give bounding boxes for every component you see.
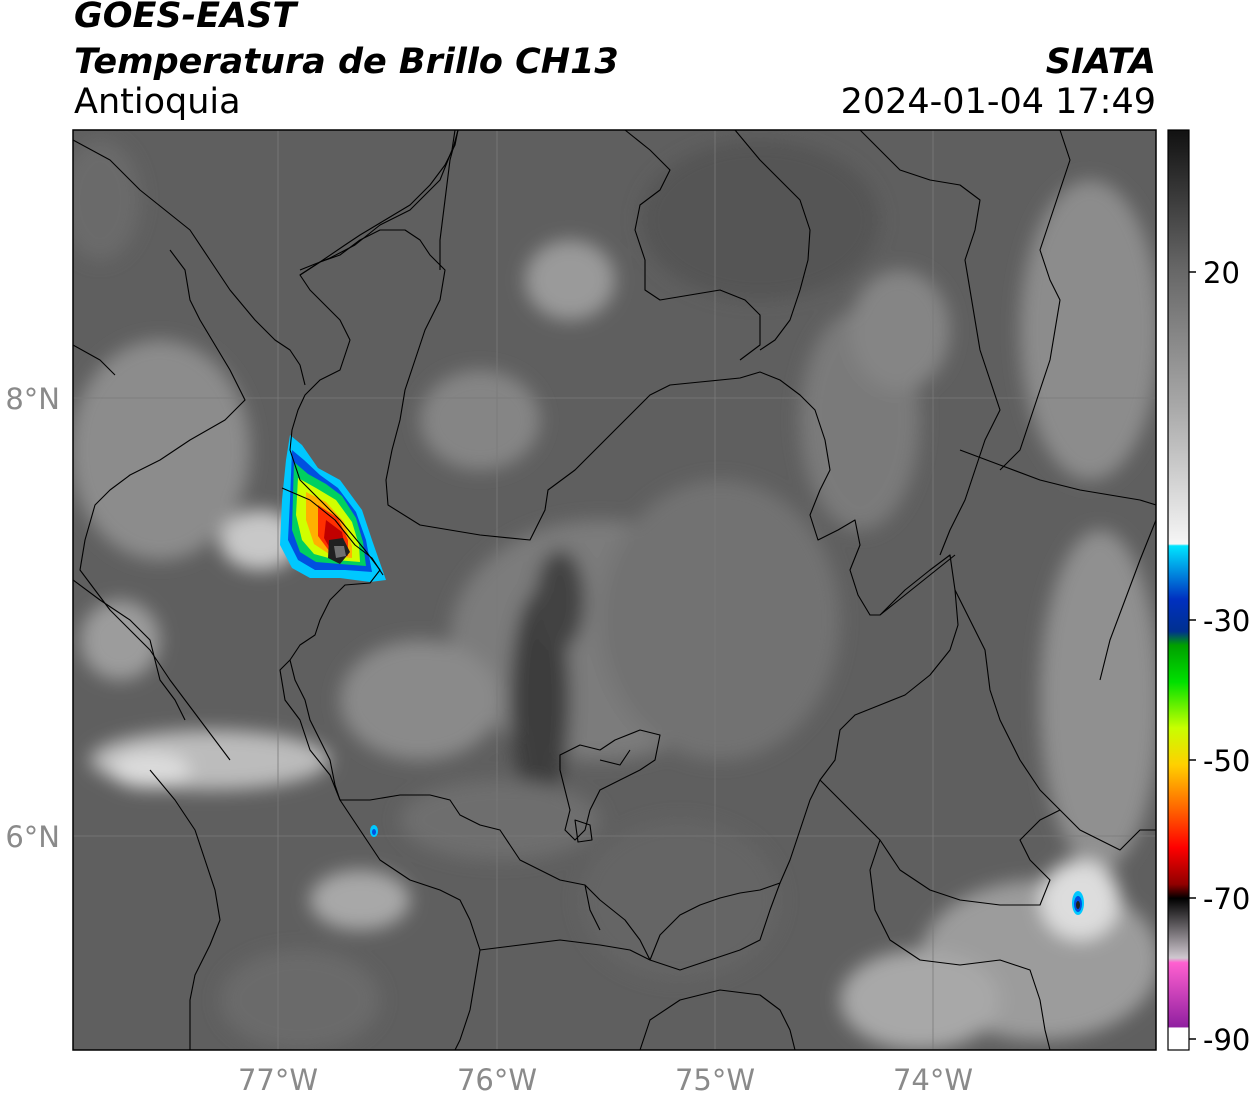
department-border — [954, 589, 1061, 811]
lon-label: 74°W — [893, 1063, 973, 1097]
colorbar-tick-label: -50 — [1203, 744, 1250, 778]
department-border — [624, 130, 761, 361]
department-border — [959, 449, 1156, 506]
department-border — [479, 939, 651, 961]
department-border — [281, 487, 384, 576]
lat-label: 6°N — [5, 820, 60, 854]
small-cold-cloud — [372, 829, 376, 835]
lon-label: 76°W — [457, 1063, 537, 1097]
coastline — [149, 769, 221, 1050]
department-border — [439, 130, 459, 270]
municipal-border — [599, 749, 631, 766]
storm-contour — [334, 546, 346, 558]
product-title: Temperatura de Brillo CH13 — [74, 42, 619, 82]
coastline — [73, 139, 306, 386]
small-cold-cloud — [1076, 901, 1080, 909]
department-border — [339, 799, 481, 1050]
storm-cell — [280, 435, 1084, 915]
satellite-title: GOES-EAST — [74, 0, 297, 36]
longitude-labels: 77°W 76°W 75°W 74°W — [238, 1063, 973, 1097]
lon-label: 75°W — [675, 1063, 755, 1097]
department-border — [734, 130, 811, 351]
map-frame — [72, 129, 1157, 1051]
colorbar: 20 -30 -50 -70 -90 — [1167, 129, 1250, 1057]
datetime-label: 2024-01-04 17:49 — [840, 82, 1156, 122]
lon-label: 77°W — [238, 1063, 318, 1097]
department-border — [879, 554, 956, 616]
cloud-texture — [73, 140, 1156, 1050]
municipal-border — [574, 819, 593, 843]
colorbar-tick-label: -90 — [1203, 1023, 1250, 1057]
lat-label: 8°N — [5, 382, 60, 416]
gridlines — [73, 130, 1156, 1050]
map-area[interactable] — [60, 130, 1160, 1050]
coastline — [79, 249, 246, 761]
colorbar-tick-label: -70 — [1203, 882, 1250, 916]
colorbar-gradient — [1167, 129, 1190, 1051]
latitude-labels: 8°N 6°N — [5, 382, 60, 854]
region-label: Antioquia — [74, 82, 241, 122]
department-border — [859, 130, 1001, 556]
department-border — [639, 989, 796, 1050]
department-border — [1099, 519, 1156, 681]
colorbar-tick-label: -30 — [1203, 604, 1250, 638]
municipal-border — [559, 729, 661, 841]
department-border — [999, 130, 1071, 471]
borders — [73, 130, 1156, 1050]
coastline — [299, 130, 456, 271]
colorbar-tick-label: 20 — [1203, 256, 1240, 290]
department-border — [649, 882, 781, 971]
department-border — [584, 884, 601, 931]
coastline — [73, 579, 186, 721]
agency-label: SIATA — [1045, 42, 1156, 82]
department-border — [279, 659, 341, 801]
coastline — [73, 344, 116, 376]
department-border — [869, 839, 1051, 1050]
